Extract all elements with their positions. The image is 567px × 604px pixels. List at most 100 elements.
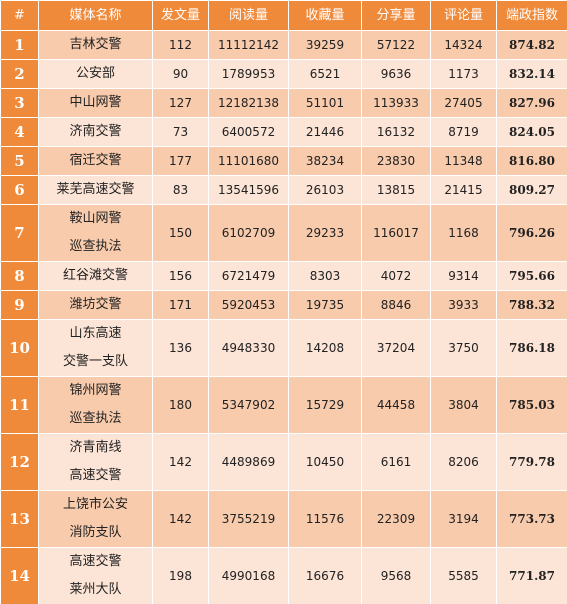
name-line: 潍坊交警 [69,297,122,312]
table-row: 3 中山网警 127 12182138 51101 113933 27405 827.96 [0,88,567,118]
posts-cell: 83 [152,175,209,205]
posts-cell: 198 [152,547,209,604]
table-row: 4 济南交警 73 6400572 21446 16132 8719 824.05 [0,117,567,147]
index-cell: 809.27 [496,175,567,205]
shares-cell: 9636 [361,59,431,89]
posts-cell: 156 [152,261,209,291]
table-row: 9 潍坊交警 171 5920453 19735 8846 3933 788.32 [0,290,567,320]
rank-cell: 2 [0,59,39,89]
rank-cell: 12 [0,433,39,491]
table-row: 10 山东高速 交警一支队 136 4948330 14208 37204 3750 786.1… [0,319,567,377]
comments-cell: 8719 [430,117,497,147]
table-row: 8 红谷滩交警 156 6721479 8303 4072 9314 795.66 [0,261,567,291]
name-cell: 公安部 [38,59,153,89]
rank-cell: 3 [0,88,39,118]
name-line: 高速交警 [69,554,122,569]
name-line: 交警一支队 [62,354,128,369]
shares-cell: 9568 [361,547,431,604]
name-line: 吉林交警 [69,37,122,52]
shares-cell: 4072 [361,261,431,291]
posts-cell: 150 [152,204,209,262]
reads-cell: 13541596 [208,175,289,205]
name-line: 上饶市公安 [62,497,128,512]
header-cell: 收藏量 [288,0,362,31]
header-cell: # [0,0,39,31]
index-cell: 773.73 [496,490,567,548]
shares-cell: 37204 [361,319,431,377]
comments-cell: 9314 [430,261,497,291]
posts-cell: 90 [152,59,209,89]
index-cell: 785.03 [496,376,567,434]
table-row: 7 鞍山网警 巡查执法 150 6102709 29233 116017 1168 796.26 [0,204,567,262]
shares-cell: 6161 [361,433,431,491]
name-line: 宿迁交警 [69,153,122,168]
table-row: 2 公安部 90 1789953 6521 9636 1173 832.14 [0,59,567,89]
favorites-cell: 19735 [288,290,362,320]
reads-cell: 6400572 [208,117,289,147]
table-body: 1 吉林交警 112 11112142 39259 57122 14324 874.82 2 公安… [0,30,567,604]
header-cell: 发文量 [152,0,209,31]
posts-cell: 136 [152,319,209,377]
reads-cell: 4489869 [208,433,289,491]
name-line: 山东高速 [69,326,122,341]
comments-cell: 3933 [430,290,497,320]
name-cell: 宿迁交警 [38,146,153,176]
shares-cell: 8846 [361,290,431,320]
favorites-cell: 26103 [288,175,362,205]
name-cell: 山东高速 交警一支队 [38,319,153,377]
index-cell: 786.18 [496,319,567,377]
posts-cell: 142 [152,490,209,548]
header-cell: 分享量 [361,0,431,31]
header-cell: 评论量 [430,0,497,31]
name-line: 红谷滩交警 [62,268,128,283]
index-cell: 771.87 [496,547,567,604]
index-cell: 795.66 [496,261,567,291]
rank-cell: 11 [0,376,39,434]
favorites-cell: 38234 [288,146,362,176]
index-cell: 874.82 [496,30,567,60]
name-line: 巡查执法 [69,239,122,254]
shares-cell: 16132 [361,117,431,147]
rank-cell: 1 [0,30,39,60]
comments-cell: 5585 [430,547,497,604]
index-cell: 796.26 [496,204,567,262]
name-line: 中山网警 [69,95,122,110]
reads-cell: 6721479 [208,261,289,291]
favorites-cell: 21446 [288,117,362,147]
name-line: 锦州网警 [69,383,122,398]
reads-cell: 6102709 [208,204,289,262]
reads-cell: 12182138 [208,88,289,118]
comments-cell: 3194 [430,490,497,548]
rank-cell: 4 [0,117,39,147]
name-cell: 吉林交警 [38,30,153,60]
favorites-cell: 16676 [288,547,362,604]
favorites-cell: 11576 [288,490,362,548]
posts-cell: 142 [152,433,209,491]
index-cell: 827.96 [496,88,567,118]
comments-cell: 3804 [430,376,497,434]
favorites-cell: 51101 [288,88,362,118]
posts-cell: 112 [152,30,209,60]
name-line: 高速交警 [69,468,122,483]
rank-cell: 7 [0,204,39,262]
comments-cell: 21415 [430,175,497,205]
comments-cell: 14324 [430,30,497,60]
index-cell: 824.05 [496,117,567,147]
name-cell: 济南交警 [38,117,153,147]
posts-cell: 177 [152,146,209,176]
header-cell: 端政指数 [496,0,567,31]
comments-cell: 11348 [430,146,497,176]
table-row: 12 济青南线 高速交警 142 4489869 10450 6161 8206 779.78 [0,433,567,491]
table-row: 6 莱芜高速交警 83 13541596 26103 13815 21415 809.27 [0,175,567,205]
name-line: 消防支队 [69,525,122,540]
header-row: # 媒体名称 发文量 阅读量 收藏量 分享量 评论量 端政指数 [0,0,567,31]
rank-cell: 6 [0,175,39,205]
comments-cell: 3750 [430,319,497,377]
rank-cell: 14 [0,547,39,604]
posts-cell: 180 [152,376,209,434]
rank-cell: 8 [0,261,39,291]
shares-cell: 13815 [361,175,431,205]
name-line: 鞍山网警 [69,211,122,226]
